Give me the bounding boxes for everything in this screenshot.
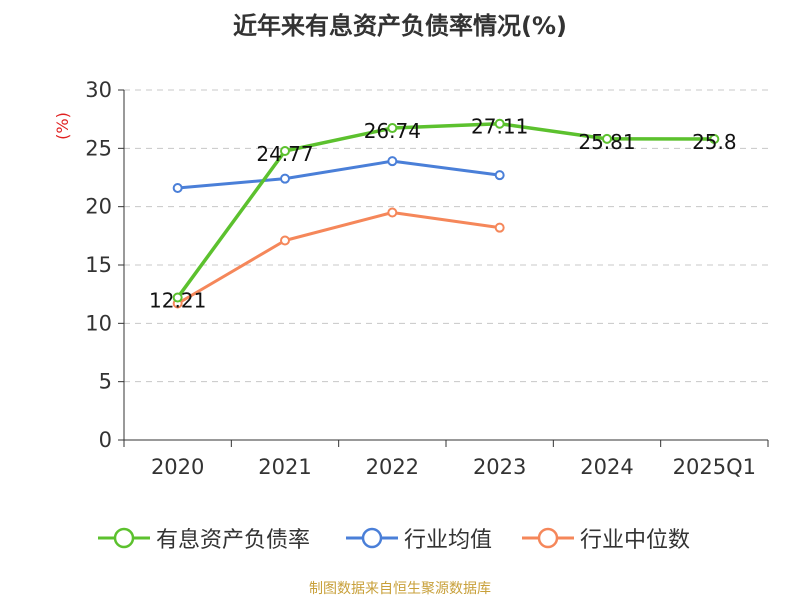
y-tick-label: 30 [85, 78, 112, 102]
legend-marker-icon [346, 527, 398, 549]
data-point [387, 207, 398, 218]
series-line [176, 121, 715, 299]
data-label: 24.77 [256, 142, 313, 166]
data-point [172, 183, 183, 193]
data-point [709, 134, 720, 144]
y-tick-label: 5 [99, 370, 112, 394]
data-point [280, 173, 290, 184]
data-point [494, 170, 505, 181]
x-tick-label: 2025Q1 [673, 455, 756, 479]
legend-label: 行业中位数 [580, 528, 691, 553]
y-tick-label: 0 [99, 428, 112, 452]
y-tick-label: 15 [85, 253, 112, 277]
legend-label: 行业均值 [404, 528, 493, 553]
data-label: 25.81 [578, 130, 635, 154]
data-point [172, 292, 183, 303]
series-line [176, 211, 500, 305]
legend-item[interactable]: 行业均值 [346, 518, 492, 558]
axes: 0 5 10 15 20 25 30 2020 2021 2022 2023 2024 2025Q1 (%… [53, 78, 769, 479]
legend-label: 有息资产负债率 [156, 528, 311, 553]
chart-title: 近年来有息资产负债率情况(%) [233, 12, 567, 40]
series-line [177, 159, 500, 190]
series-lines [172, 118, 720, 309]
grid-lines [124, 89, 768, 383]
data-point [494, 118, 505, 129]
legend-marker-icon [522, 527, 574, 549]
y-tick-label: 20 [85, 195, 112, 219]
data-point [602, 133, 612, 144]
x-tick-label: 2021 [258, 455, 311, 479]
data-label: 27.11 [471, 115, 528, 139]
y-axis-unit: (%) [53, 112, 72, 140]
legend-item[interactable]: 有息资产负债率 [98, 518, 310, 558]
data-label: 12.21 [149, 289, 206, 313]
legend: 有息资产负债率 行业均值 行业中位数 [0, 518, 800, 558]
data-point [280, 235, 290, 246]
data-point [280, 146, 290, 157]
data-point [387, 156, 398, 167]
y-tick-label: 10 [85, 311, 112, 335]
data-label: 26.74 [364, 119, 421, 143]
source-footer: 制图数据来自恒生聚源数据库 [309, 581, 491, 597]
data-point [387, 123, 398, 134]
data-labels: 12.21 24.77 26.74 27.11 25.81 25.8 [149, 115, 737, 313]
data-label: 25.8 [692, 130, 737, 154]
y-tick-label: 25 [85, 136, 112, 160]
x-tick-label: 2020 [151, 455, 204, 479]
line-chart: 0 5 10 15 20 25 30 2020 2021 2022 2023 2024 2025Q1 (%… [53, 78, 769, 479]
x-tick-label: 2022 [366, 455, 419, 479]
x-tick-label: 2024 [580, 455, 633, 479]
data-point [494, 222, 505, 233]
x-tick-label: 2023 [473, 455, 526, 479]
legend-item[interactable]: 行业中位数 [522, 518, 690, 558]
legend-marker-icon [98, 527, 150, 549]
